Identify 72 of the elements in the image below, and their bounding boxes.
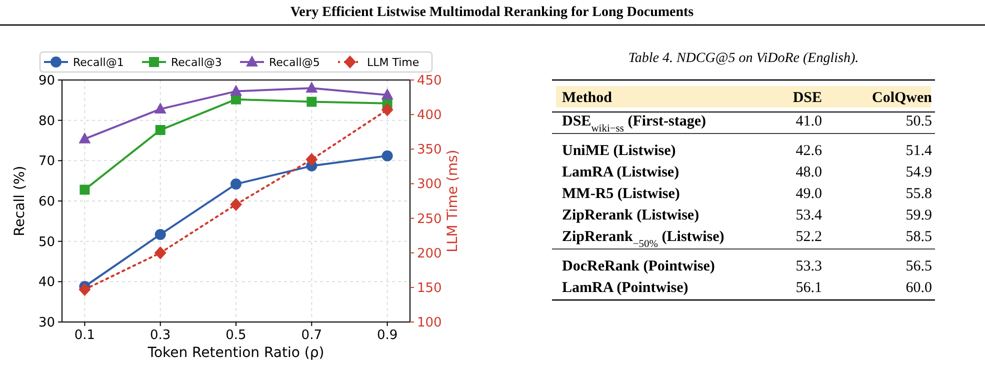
data-label: 60.0: [906, 280, 932, 296]
x-tick-label: 0.7: [301, 328, 322, 343]
y-tick-label: 90: [38, 74, 55, 88]
point: [306, 153, 318, 166]
data-label: 55.8: [906, 186, 932, 202]
category-label: DSE$_{wiki−ss}$ (First-stage): [562, 114, 706, 134]
y2-tick-label: 400: [417, 108, 442, 124]
point: [230, 84, 242, 96]
data-label: 59.9: [906, 208, 932, 224]
data-label: 53.3: [796, 258, 822, 274]
x-tick-label: 0.3: [150, 328, 171, 343]
legend-label: LLM Time: [367, 56, 420, 69]
y-tick-label: 50: [38, 234, 55, 250]
text: Table 4. NDCG@5 on ViDoRe (English).: [628, 51, 859, 66]
category-label: LamRA (Pointwise): [562, 280, 688, 296]
point: [154, 102, 166, 114]
data-label: 49.0: [796, 186, 822, 202]
point: [78, 132, 91, 144]
y2-tick-label: 250: [417, 212, 442, 227]
category-label: MM-R5 (Listwise): [562, 186, 680, 202]
data-label: 58.5: [906, 229, 932, 245]
y2-tick-label: 300: [417, 177, 442, 192]
data-label: 52.2: [796, 229, 822, 245]
point: [306, 82, 318, 93]
text: Very Efficient Listwise Multimodal Reranking for Long Documents: [290, 5, 694, 20]
category-label: DocReRank (Pointwise): [562, 258, 715, 274]
y-tick-label: 60: [38, 194, 55, 210]
data-label: 56.1: [796, 280, 822, 296]
point: [155, 125, 166, 136]
text: ColQwen: [872, 90, 933, 106]
data-label: 53.4: [796, 208, 822, 224]
point: [80, 184, 90, 195]
point: [154, 228, 166, 240]
data-label: 41.0: [796, 114, 822, 130]
data-label: 51.4: [906, 143, 932, 159]
y2-axis-title: LLM Time (ms): [445, 150, 461, 252]
point: [382, 150, 393, 162]
data-label: 56.5: [906, 258, 932, 274]
legend-label: Recall@3: [171, 56, 222, 69]
y2-tick-label: 100: [417, 316, 442, 330]
x-tick-label: 0.9: [376, 328, 398, 343]
point: [230, 178, 242, 190]
category-label: ZipRerank (Listwise): [562, 208, 700, 224]
text: Method: [562, 90, 613, 106]
x-tick-label: 0.5: [226, 328, 246, 343]
point: [154, 246, 166, 260]
data-label: 48.0: [796, 164, 822, 180]
category-label: UniME (Listwise): [562, 143, 676, 159]
y-tick-label: 80: [38, 114, 55, 129]
x-tick-label: 0.1: [74, 328, 96, 343]
data-label: 54.9: [906, 164, 932, 180]
legend-label: Recall@5: [269, 56, 320, 69]
y2-tick-label: 200: [417, 246, 442, 262]
data-label: 50.5: [906, 114, 932, 130]
text: DSE: [792, 90, 822, 106]
x-axis-title: Token Retention Ratio (ρ): [146, 345, 324, 361]
y2-tick-label: 350: [417, 142, 442, 158]
y-axis-title: Recall (%): [12, 166, 28, 236]
data-label: 42.6: [796, 143, 822, 159]
point: [306, 96, 317, 107]
point: [78, 283, 91, 296]
y-tick-label: 70: [38, 154, 55, 170]
category-label: LamRA (Listwise): [562, 164, 680, 180]
y-tick-label: 30: [38, 316, 55, 330]
point: [381, 88, 394, 100]
point: [230, 198, 242, 211]
legend-label: Recall@1: [73, 56, 124, 69]
y-tick-label: 40: [38, 275, 55, 290]
point: [381, 103, 394, 116]
y2-tick-label: 150: [417, 280, 442, 296]
y2-tick-label: 450: [417, 74, 442, 88]
category-label: ZipRerank$_{−50%}$ (Listwise): [562, 229, 724, 250]
